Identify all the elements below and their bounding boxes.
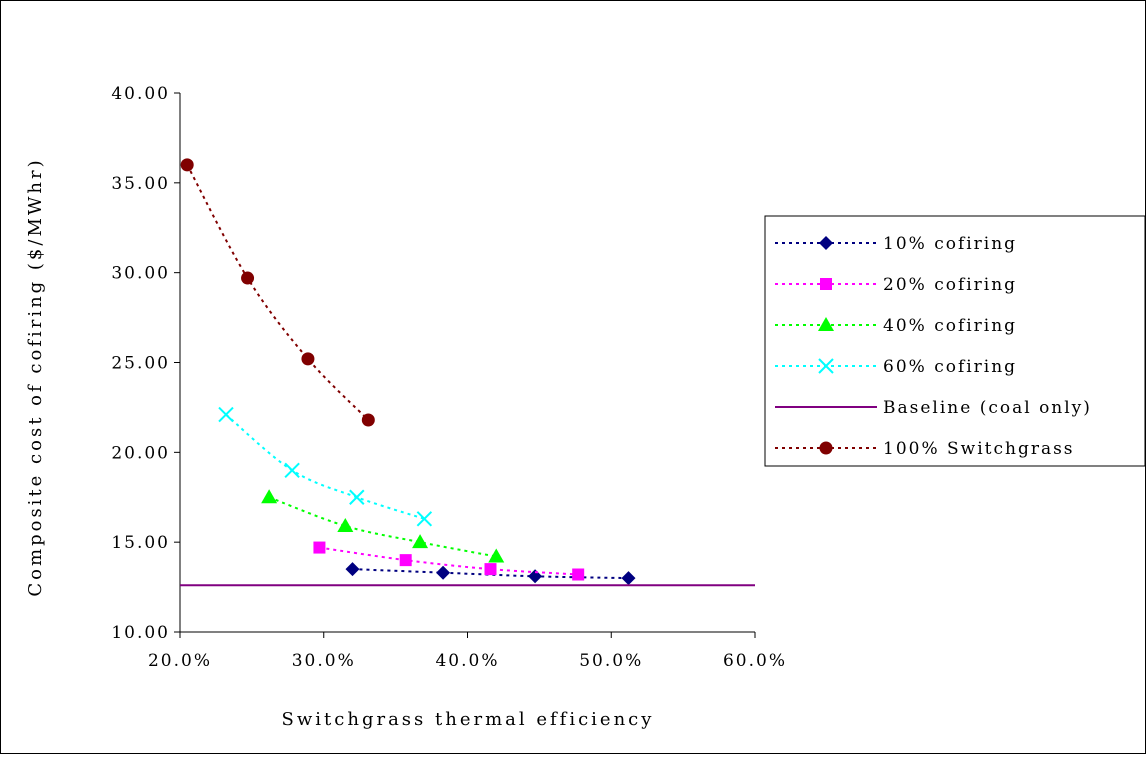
plot-area: [180, 158, 755, 587]
x-tick-label: 60.0%: [723, 651, 787, 671]
axes: [174, 92, 756, 638]
x-tick-label: 30.0%: [292, 651, 356, 671]
series-line: [186, 164, 370, 421]
y-tick-label: 25.00: [111, 354, 170, 374]
legend-marker: [819, 441, 833, 455]
data-point: [301, 352, 315, 366]
x-tick-label: 20.0%: [148, 651, 212, 671]
y-axis-title: Composite cost of cofiring ($/MWhr): [25, 157, 46, 596]
y-tick-label: 35.00: [111, 174, 170, 194]
data-point: [621, 571, 636, 586]
data-point: [345, 562, 360, 577]
legend-label: 100% Switchgrass: [883, 439, 1075, 459]
legend-box: [764, 215, 1146, 467]
data-point: [412, 534, 429, 549]
legend-label: 20% cofiring: [883, 275, 1017, 295]
data-point: [180, 158, 194, 172]
y-tick-label: 15.00: [111, 533, 170, 553]
y-tick-label: 20.00: [111, 443, 170, 463]
x-marker-stroke: [284, 462, 300, 479]
legend-label: Baseline (coal only): [883, 398, 1092, 418]
data-point: [241, 271, 255, 285]
series-60-cofiring: [218, 406, 433, 527]
legend-label: 40% cofiring: [883, 316, 1017, 336]
x-marker-stroke: [818, 358, 834, 374]
legend-marker: [818, 358, 834, 374]
data-point: [528, 569, 543, 584]
series-10-cofiring: [345, 562, 636, 586]
data-point: [484, 563, 497, 576]
x-tick-label: 40.0%: [435, 651, 499, 671]
x-marker-stroke: [218, 406, 234, 423]
y-tick-label: 30.00: [111, 264, 170, 284]
series-line: [225, 413, 425, 520]
legend-marker: [820, 278, 832, 290]
data-point: [416, 511, 433, 527]
series-100-switchgrass: [180, 158, 375, 427]
legend-label: 10% cofiring: [883, 234, 1017, 254]
legend-label: 60% cofiring: [883, 357, 1017, 377]
legend-marker: [819, 236, 833, 250]
x-marker-stroke: [416, 511, 433, 527]
y-tick-label: 10.00: [111, 623, 170, 643]
data-point: [337, 517, 354, 532]
legend-marker: [818, 317, 834, 331]
data-point: [218, 406, 234, 423]
data-point: [284, 462, 300, 479]
data-point: [261, 489, 278, 504]
x-tick-label: 50.0%: [579, 651, 643, 671]
x-marker-stroke: [349, 489, 365, 505]
y-tick-label: 40.00: [111, 84, 170, 104]
series-40-cofiring: [261, 489, 505, 563]
series-20-cofiring: [313, 541, 585, 581]
data-point: [399, 554, 412, 567]
tick-labels: 10.00 15.00 20.00 25.00 30.00 35.00 40.00 20.0%…: [111, 84, 787, 671]
data-point: [361, 413, 375, 427]
x-axis-title: Switchgrass thermal efficiency: [282, 709, 655, 730]
data-point: [488, 548, 505, 563]
data-point: [349, 489, 365, 505]
data-point: [572, 568, 585, 581]
data-point: [436, 565, 451, 580]
data-point: [313, 541, 326, 554]
legend: 10% cofiring 20% cofiring 40% cofiring 60% …: [764, 215, 1146, 467]
